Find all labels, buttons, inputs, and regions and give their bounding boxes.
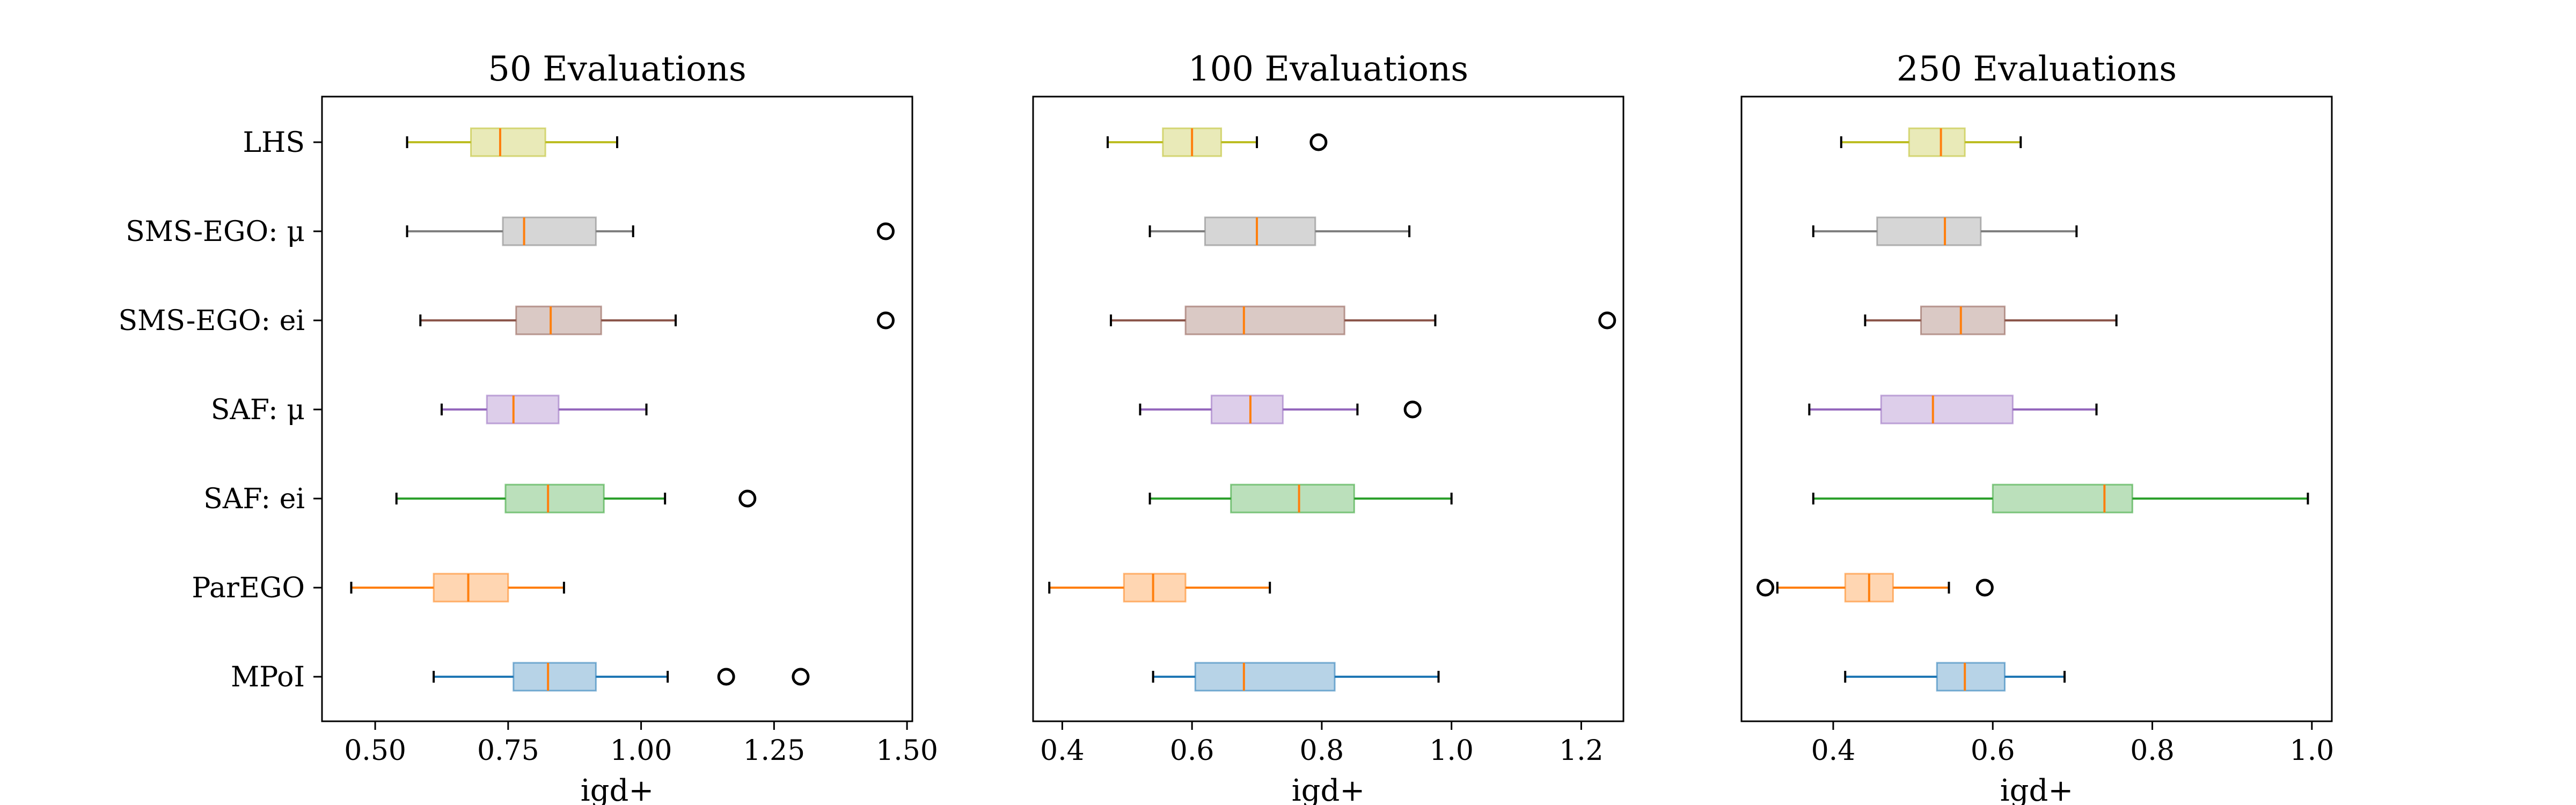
outlier-point xyxy=(1975,579,1994,597)
outlier-point xyxy=(876,311,895,330)
box-1 xyxy=(406,127,618,157)
box-7 xyxy=(433,662,810,692)
y-tick-label: SMS-EGO: μ xyxy=(126,216,305,248)
box-3 xyxy=(1110,305,1616,335)
x-tick-label: 0.75 xyxy=(477,735,539,767)
box-1 xyxy=(1840,127,2022,157)
outlier-point xyxy=(1309,133,1328,151)
axes-frame xyxy=(1740,96,2333,722)
box-1 xyxy=(1107,127,1328,157)
box-iqr xyxy=(486,394,560,425)
box-7 xyxy=(1844,662,2066,692)
outlier-point xyxy=(1598,311,1616,330)
box-iqr xyxy=(1194,662,1336,692)
box-3 xyxy=(419,305,895,335)
outlier-point xyxy=(876,222,895,240)
box-2 xyxy=(1812,216,2078,246)
box-2 xyxy=(1148,216,1411,246)
panel-2: 100 Evaluations 0.4 0.6 0.8 1.0 1.2 igd+ xyxy=(1032,49,1624,805)
y-tick-label: ParEGO xyxy=(192,572,305,604)
x-axis-label: igd+ xyxy=(2000,773,2074,805)
box-iqr xyxy=(1992,484,2133,514)
box-4 xyxy=(1808,394,2098,425)
box-2 xyxy=(406,216,895,246)
x-tick-label: 0.8 xyxy=(1300,735,1344,767)
panel-title: 100 Evaluations xyxy=(1188,49,1468,89)
box-iqr xyxy=(502,216,597,246)
box-iqr xyxy=(1230,484,1355,514)
box-4 xyxy=(1139,394,1422,425)
x-tick-label: 1.50 xyxy=(876,735,938,767)
box-iqr xyxy=(1123,573,1187,603)
outlier-point xyxy=(1403,400,1422,419)
panel-title: 250 Evaluations xyxy=(1897,49,2177,89)
box-iqr xyxy=(1876,216,1982,246)
box-7 xyxy=(1152,662,1440,692)
x-tick-label: 0.4 xyxy=(1811,735,1856,767)
box-iqr xyxy=(1936,662,2006,692)
x-axis-label: igd+ xyxy=(581,773,654,805)
y-tick-label: SAF: μ xyxy=(211,394,305,426)
x-tick-label: 0.6 xyxy=(1971,735,2015,767)
box-5 xyxy=(1148,484,1453,514)
axes-frame xyxy=(1032,96,1624,722)
outlier-point xyxy=(717,668,735,686)
y-tick-label: SMS-EGO: ei xyxy=(118,305,305,337)
box-6 xyxy=(350,573,565,603)
outlier-point xyxy=(792,668,810,686)
box-iqr xyxy=(513,662,597,692)
x-tick-label: 0.8 xyxy=(2130,735,2175,767)
box-iqr xyxy=(1920,305,2006,335)
box-6 xyxy=(1048,573,1271,603)
outlier-point xyxy=(738,489,757,508)
box-4 xyxy=(440,394,648,425)
y-tick-label: MPoI xyxy=(231,661,305,693)
box-iqr xyxy=(1210,394,1284,425)
y-tick-label: SAF: ei xyxy=(203,483,305,515)
box-iqr xyxy=(470,127,546,157)
box-iqr xyxy=(504,484,605,514)
box-iqr xyxy=(515,305,602,335)
x-axis-label: igd+ xyxy=(1292,773,1365,805)
panel-1: 50 Evaluations 0.50 0.75 1.00 1.25 1.50 igd+ LH… xyxy=(118,49,938,805)
y-tick-label: LHS xyxy=(243,127,305,159)
box-iqr xyxy=(1184,305,1345,335)
box-6 xyxy=(1757,573,1994,603)
box-iqr xyxy=(1204,216,1316,246)
x-tick-label: 1.25 xyxy=(743,735,805,767)
x-tick-label: 0.50 xyxy=(344,735,406,767)
outlier-point xyxy=(1757,579,1775,597)
x-tick-label: 1.0 xyxy=(1429,735,1474,767)
box-iqr xyxy=(1908,127,1966,157)
x-tick-label: 1.0 xyxy=(2289,735,2334,767)
box-iqr xyxy=(433,573,509,603)
box-3 xyxy=(1864,305,2118,335)
x-tick-label: 1.00 xyxy=(610,735,672,767)
box-iqr xyxy=(1880,394,2014,425)
x-tick-label: 0.4 xyxy=(1040,735,1085,767)
box-5 xyxy=(395,484,757,514)
panel-3: 250 Evaluations 0.4 0.6 0.8 1.0 igd+ xyxy=(1740,49,2334,805)
x-tick-label: 0.6 xyxy=(1170,735,1214,767)
x-tick-label: 1.2 xyxy=(1559,735,1604,767)
box-5 xyxy=(1812,484,2309,514)
panel-title: 50 Evaluations xyxy=(488,49,746,89)
